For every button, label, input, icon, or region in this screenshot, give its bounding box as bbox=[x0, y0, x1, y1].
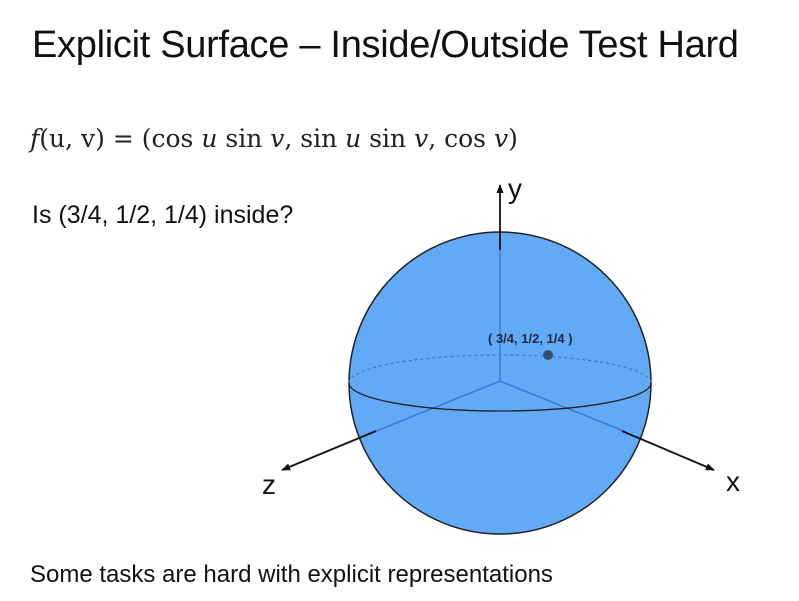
z-axis-label: z bbox=[262, 469, 276, 500]
y-axis-label: y bbox=[508, 173, 522, 204]
formula-rhs-close: ) bbox=[508, 124, 518, 153]
formula-u1: u bbox=[201, 124, 218, 153]
formula-equals: = bbox=[104, 124, 142, 153]
formula-sep1: , sin bbox=[284, 124, 346, 153]
formula-sep2: , cos bbox=[428, 124, 494, 153]
formula-args: (u, v) bbox=[39, 124, 105, 153]
z-axis-inner bbox=[373, 380, 501, 433]
formula-rhs-open: (cos bbox=[141, 124, 202, 153]
parametric-formula: f(u, v) = (cos u sin v, sin u sin v, cos… bbox=[30, 124, 518, 153]
equator-front bbox=[348, 382, 652, 412]
x-axis-label: x bbox=[726, 466, 740, 497]
x-axis-inner bbox=[499, 380, 627, 433]
footer-text: Some tasks are hard with explicit repres… bbox=[30, 561, 553, 588]
formula-function-name: f bbox=[30, 124, 40, 153]
z-axis bbox=[281, 430, 377, 471]
formula-u2: u bbox=[345, 124, 362, 153]
formula-sin1: sin bbox=[217, 124, 271, 153]
formula-sin2: sin bbox=[361, 124, 415, 153]
slide-title: Explicit Surface – Inside/Outside Test H… bbox=[32, 24, 739, 66]
query-point-label: ( 3/4, 1/2, 1/4 ) bbox=[488, 331, 573, 346]
x-axis bbox=[621, 430, 715, 471]
formula-v3: v bbox=[493, 124, 509, 153]
formula-v1: v bbox=[270, 124, 285, 153]
formula-v2: v bbox=[414, 124, 429, 153]
question-text: Is (3/4, 1/2, 1/4) inside? bbox=[32, 201, 294, 229]
query-point bbox=[543, 350, 553, 360]
